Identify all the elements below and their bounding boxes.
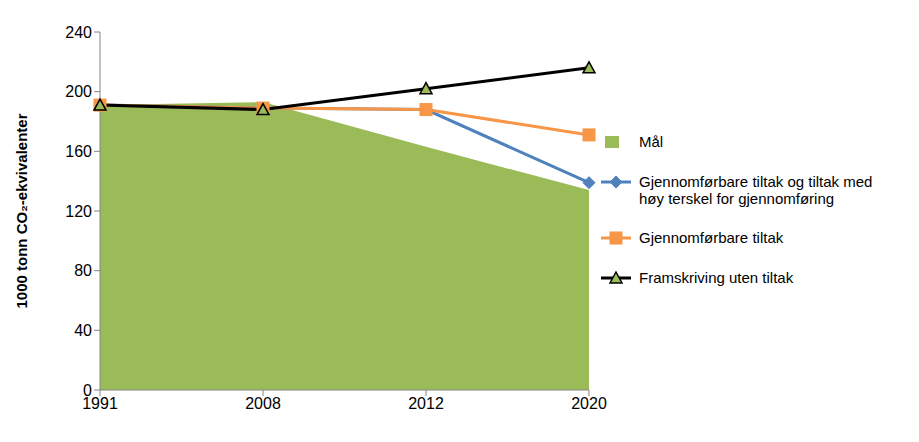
html-text:Mål: Mål <box>639 133 664 150</box>
svg-text:160: 160 <box>65 143 92 160</box>
html-text:Gjennomførbare tiltak og tilta: Gjennomførbare tiltak og tiltak med høy … <box>639 173 873 207</box>
svg-text:0: 0 <box>83 382 92 399</box>
svg-text:200: 200 <box>65 83 92 100</box>
svg-text:40: 40 <box>74 322 92 339</box>
html-text:Framskriving uten tiltak: Framskriving uten tiltak <box>639 269 794 286</box>
svg-text:2020: 2020 <box>571 395 607 412</box>
svg-text:240: 240 <box>65 24 92 41</box>
svg-text:1000 tonn CO₂-ekvivalenter: 1000 tonn CO₂-ekvivalenter <box>13 113 30 308</box>
html-text:Gjennomførbare tiltak: Gjennomførbare tiltak <box>639 229 784 246</box>
svg-text:1991: 1991 <box>82 395 118 413</box>
svg-text:2008: 2008 <box>245 395 281 412</box>
svg-text:80: 80 <box>74 262 92 279</box>
svg-text:120: 120 <box>65 203 92 220</box>
svg-text:2012: 2012 <box>408 395 444 412</box>
